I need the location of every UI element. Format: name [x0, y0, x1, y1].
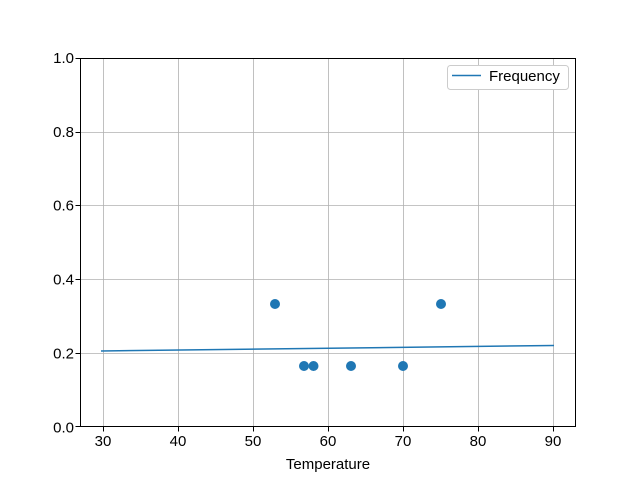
svg-text:1.0: 1.0	[53, 50, 74, 67]
svg-text:0.4: 0.4	[53, 272, 74, 289]
svg-text:0.2: 0.2	[53, 346, 74, 363]
svg-text:90: 90	[545, 433, 562, 450]
svg-text:Temperature: Temperature	[286, 456, 370, 473]
svg-text:70: 70	[395, 433, 412, 450]
svg-text:60: 60	[320, 433, 337, 450]
svg-text:0.0: 0.0	[53, 420, 74, 437]
svg-text:30: 30	[95, 433, 112, 450]
svg-text:Frequency: Frequency	[489, 68, 560, 85]
svg-text:80: 80	[470, 433, 487, 450]
svg-text:50: 50	[245, 433, 262, 450]
svg-text:40: 40	[170, 433, 187, 450]
svg-text:0.6: 0.6	[53, 198, 74, 215]
svg-text:0.8: 0.8	[53, 124, 74, 141]
